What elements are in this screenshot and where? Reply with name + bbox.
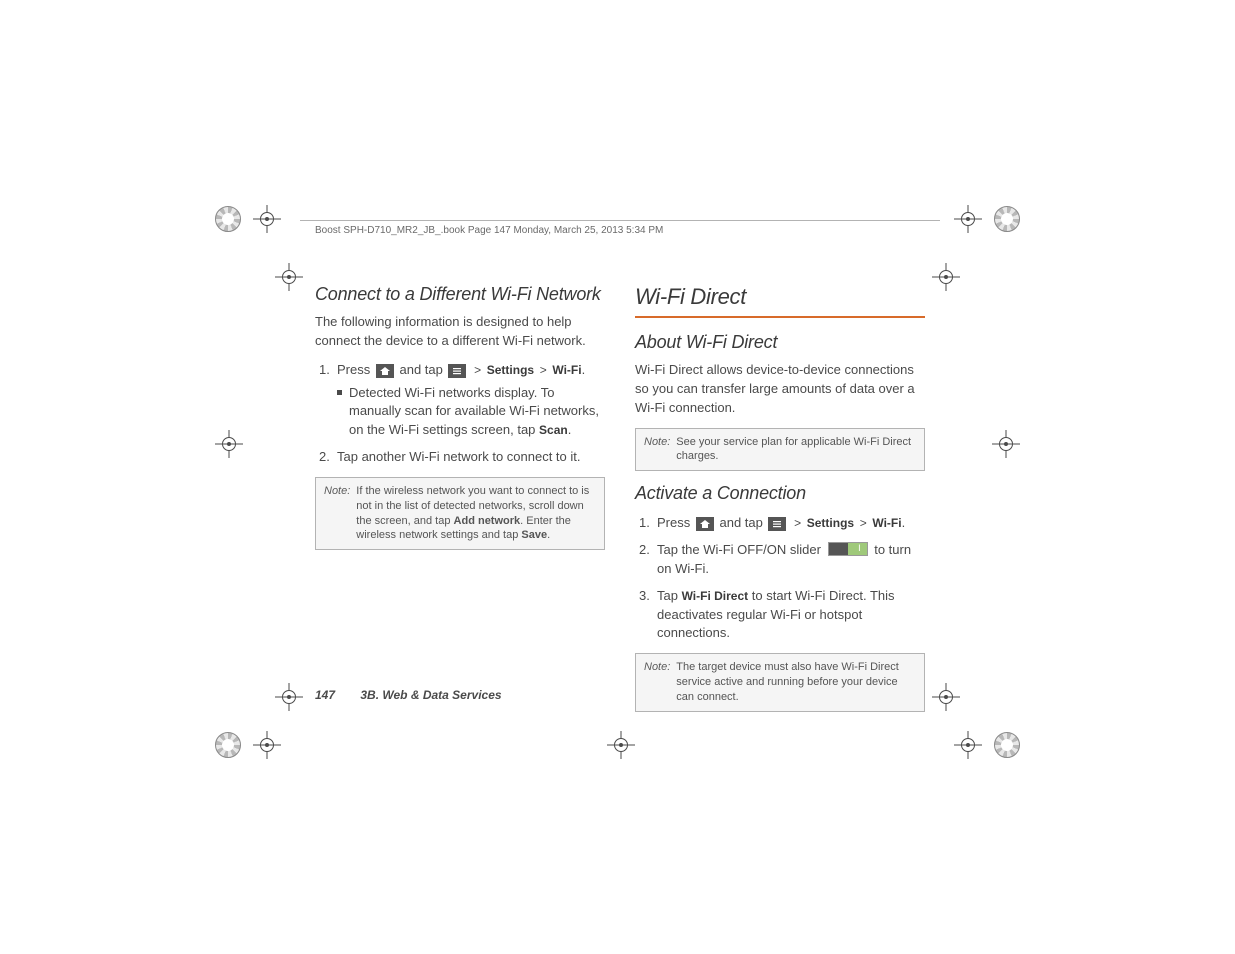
section-heading: Activate a Connection (635, 483, 925, 504)
page-frame: Boost SPH-D710_MR2_JB_.book Page 147 Mon… (300, 220, 940, 712)
step-text: Tap (657, 588, 682, 603)
steps-list: Press and tap > Settings > Wi-Fi. Tap th… (635, 514, 925, 643)
note-label: Note: (644, 660, 670, 705)
bullet-item: Detected Wi-Fi networks display. To manu… (337, 384, 605, 441)
crop-mark-icon (215, 430, 243, 458)
step-item: Tap the Wi-Fi OFF/ON slider to turn on W… (635, 541, 925, 579)
right-column: Wi-Fi Direct About Wi-Fi Direct Wi-Fi Di… (635, 284, 925, 712)
chevron-icon: > (792, 516, 803, 530)
step-text: Tap the Wi-Fi OFF/ON slider (657, 542, 821, 557)
crop-mark-icon (954, 205, 1020, 233)
note-body: See your service plan for applicable Wi-… (676, 435, 916, 465)
page-footer: 147 3B. Web & Data Services (315, 688, 502, 702)
intro-paragraph: The following information is designed to… (315, 313, 605, 351)
section-heading: Connect to a Different Wi-Fi Network (315, 284, 605, 305)
chapter-title: Wi-Fi Direct (635, 284, 925, 318)
chevron-icon: > (858, 516, 869, 530)
breadcrumb: 3B. Web & Data Services (360, 688, 501, 702)
sub-bullet-list: Detected Wi-Fi networks display. To manu… (337, 384, 605, 441)
settings-label: Settings (487, 363, 534, 377)
note-body: If the wireless network you want to conn… (356, 484, 596, 543)
save-label: Save (521, 529, 547, 541)
note-box: Note: See your service plan for applicab… (635, 428, 925, 472)
home-icon (696, 517, 714, 531)
wifi-label: Wi-Fi (552, 363, 581, 377)
left-column: Connect to a Different Wi-Fi Network The… (315, 284, 605, 712)
home-icon (376, 364, 394, 378)
running-head: Boost SPH-D710_MR2_JB_.book Page 147 Mon… (315, 225, 940, 236)
step-text: and tap (719, 515, 762, 530)
note-box: Note: If the wireless network you want t… (315, 477, 605, 550)
menu-icon (768, 517, 786, 531)
steps-list: Press and tap > Settings > Wi-Fi. Detect… (315, 361, 605, 467)
crop-mark-icon (215, 205, 281, 233)
toggle-slider-icon (828, 542, 868, 556)
step-item: Press and tap > Settings > Wi-Fi. (635, 514, 925, 533)
chevron-icon: > (538, 363, 549, 377)
section-heading: About Wi-Fi Direct (635, 332, 925, 353)
note-label: Note: (644, 435, 670, 465)
step-text: and tap (399, 362, 442, 377)
step-item: Tap another Wi-Fi network to connect to … (315, 448, 605, 467)
scan-label: Scan (539, 423, 568, 437)
chevron-icon: > (472, 363, 483, 377)
wifi-label: Wi-Fi (872, 516, 901, 530)
crop-mark-icon (215, 731, 281, 759)
period: . (902, 515, 906, 530)
add-network-label: Add network (454, 515, 521, 527)
period: . (568, 422, 572, 437)
note-box: Note: The target device must also have W… (635, 653, 925, 712)
step-text: Press (337, 362, 370, 377)
crop-mark-icon (954, 731, 1020, 759)
page-number: 147 (315, 688, 335, 702)
step-item: Press and tap > Settings > Wi-Fi. Detect… (315, 361, 605, 440)
crop-mark-icon (607, 731, 635, 759)
note-body: The target device must also have Wi-Fi D… (676, 660, 916, 705)
crop-mark-icon (275, 683, 303, 711)
crop-mark-icon (275, 263, 303, 291)
about-body: Wi-Fi Direct allows device-to-device con… (635, 361, 925, 418)
period: . (582, 362, 586, 377)
menu-icon (448, 364, 466, 378)
crop-mark-icon (992, 430, 1020, 458)
step-text: Press (657, 515, 690, 530)
period: . (547, 529, 550, 541)
note-label: Note: (324, 484, 350, 543)
page-content: Connect to a Different Wi-Fi Network The… (300, 284, 940, 712)
wifi-direct-label: Wi-Fi Direct (682, 589, 749, 603)
settings-label: Settings (807, 516, 854, 530)
step-item: Tap Wi-Fi Direct to start Wi-Fi Direct. … (635, 587, 925, 644)
